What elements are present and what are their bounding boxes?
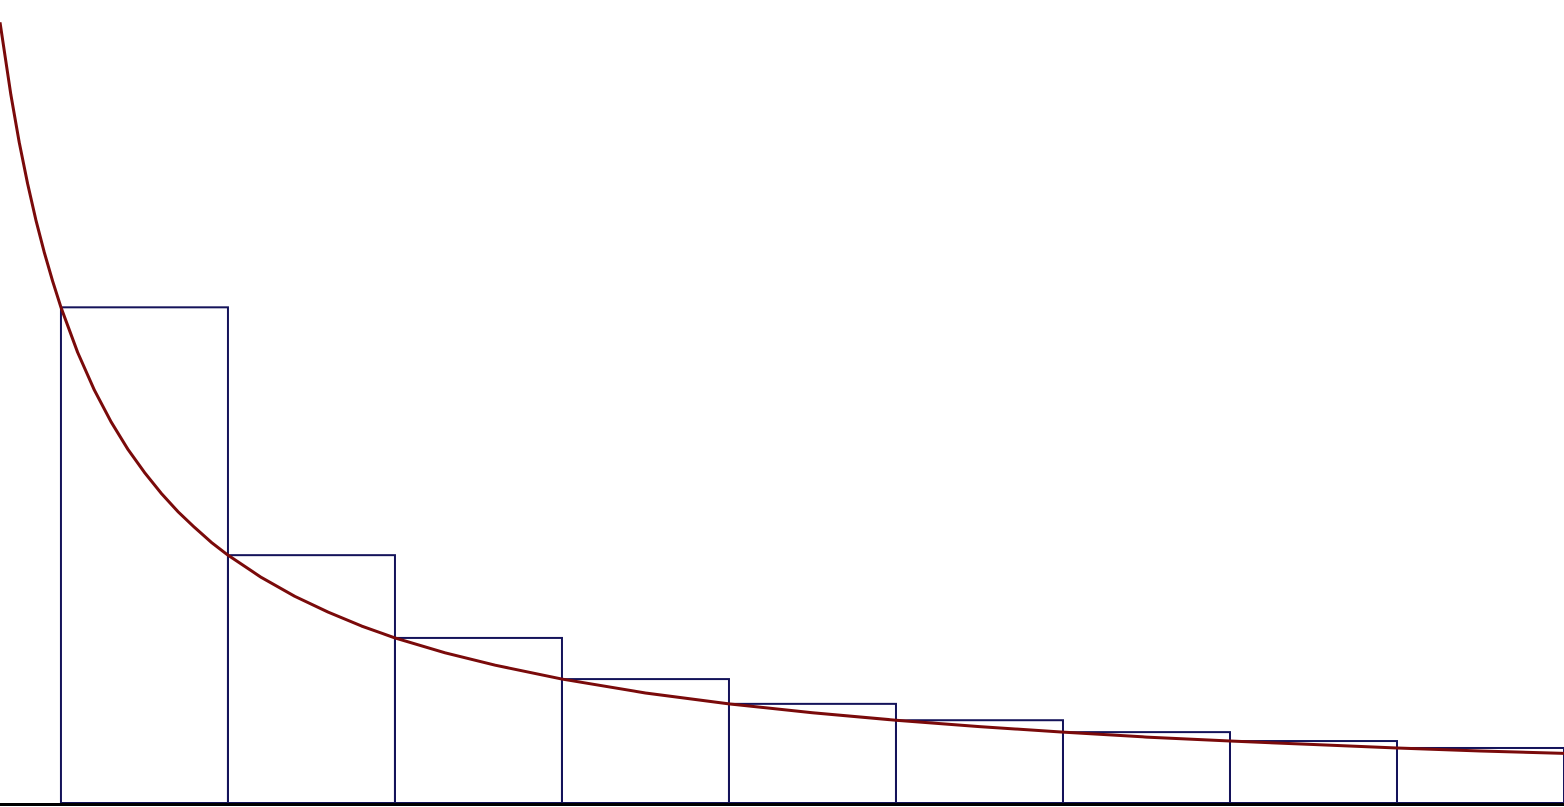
bar <box>560 678 730 805</box>
bar <box>393 636 563 805</box>
bar <box>59 306 229 804</box>
bar <box>894 719 1064 805</box>
curve <box>0 22 1564 755</box>
bar <box>1228 740 1398 804</box>
plot-area <box>0 22 1564 805</box>
bar <box>1395 746 1564 804</box>
bar <box>1061 731 1231 805</box>
bar <box>226 554 396 805</box>
